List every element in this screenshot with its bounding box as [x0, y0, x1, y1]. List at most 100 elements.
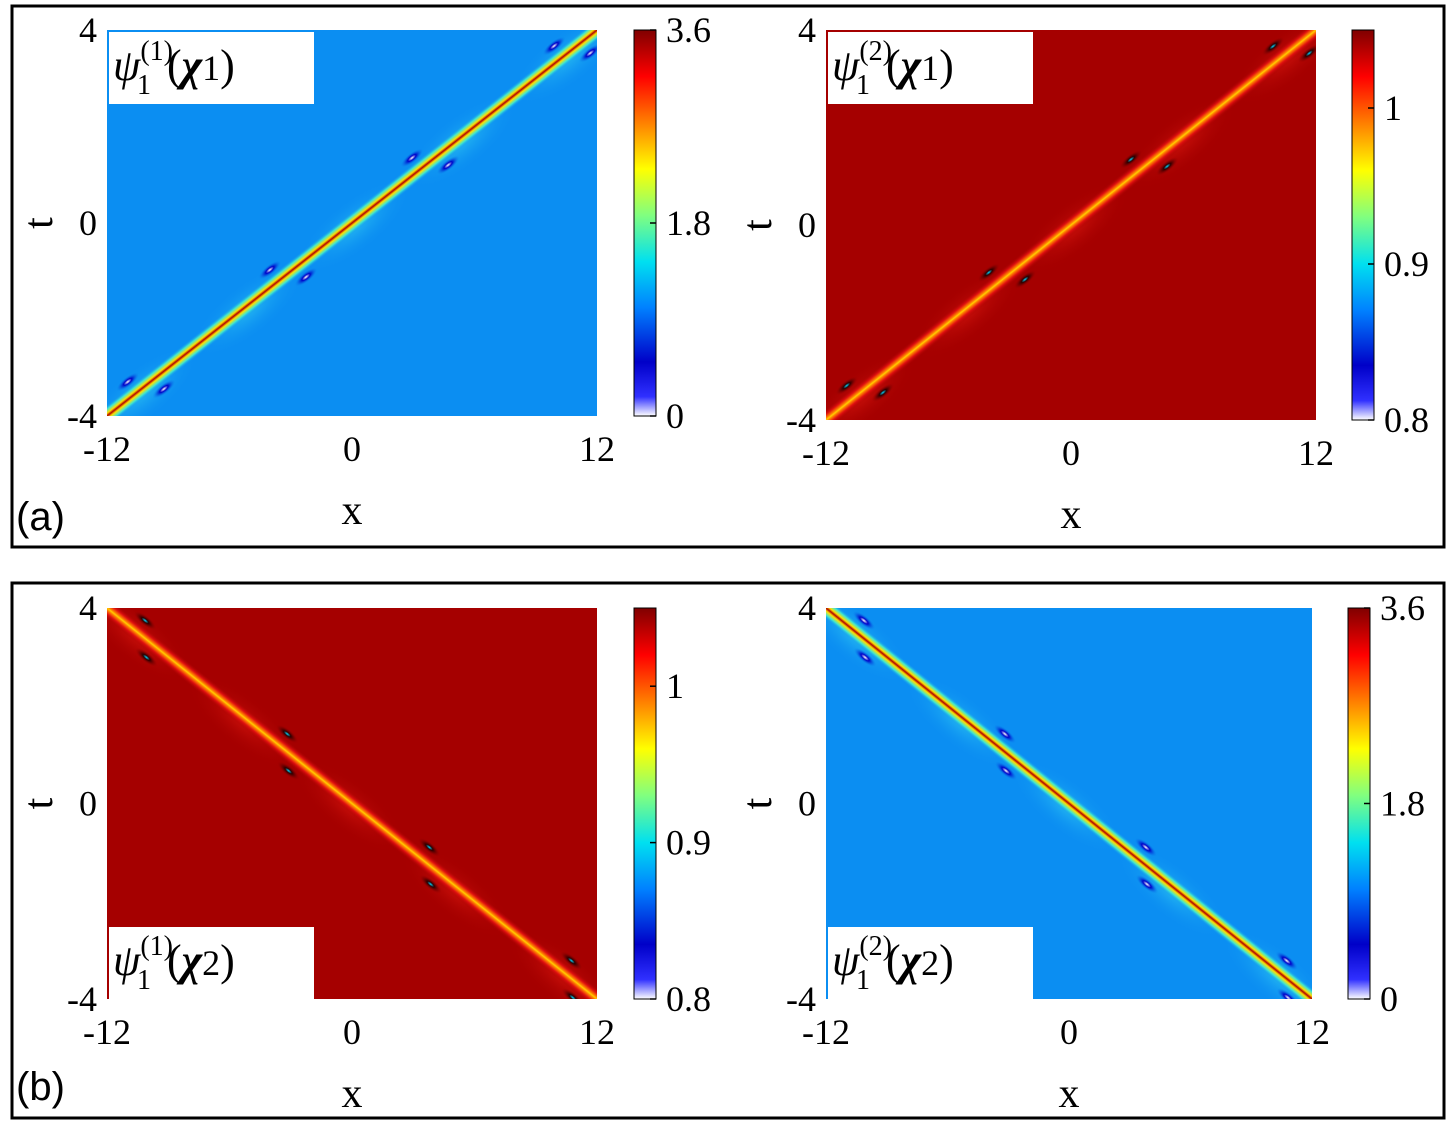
ridge-dip [436, 155, 460, 175]
ridge-dip [852, 610, 876, 631]
ridge-dip [133, 610, 157, 631]
inset-label-text: ψ(1) 1 (χ2) [113, 931, 235, 996]
ridge-band [107, 608, 597, 999]
ridge-dip [116, 372, 140, 392]
y-tick-label: -4 [786, 400, 816, 440]
inset-label-box [828, 927, 1033, 999]
colorbar-tick-label: 1.8 [1380, 784, 1425, 824]
ridge-dip [417, 837, 441, 857]
heatmap-4: -12 0 12 4 0 -4 x t ψ(2) 1 (χ2) 3.6 1.8 0 [735, 588, 1425, 1117]
x-axis-label: x [1061, 492, 1082, 538]
y-tick-label: -4 [67, 979, 97, 1019]
heatmap-2: -12 0 12 4 0 -4 x t ψ(2) 1 (χ1) 1 0.9 0.8 [735, 10, 1429, 538]
x-tick-label: 0 [1062, 433, 1080, 473]
y-tick-label: 0 [79, 784, 97, 824]
ridge-dip [578, 43, 597, 63]
panel-b-frame [10, 581, 1446, 1120]
inset-label-text: ψ(1) 1 (χ1) [113, 36, 235, 101]
ridge-dip [1155, 156, 1179, 176]
ridge-dip [871, 383, 895, 403]
ridge-group [826, 608, 1312, 999]
y-axis-label: t [735, 797, 781, 809]
x-tick-label: 12 [1294, 1012, 1330, 1052]
colorbar-tick-label: 0.8 [666, 979, 711, 1019]
colorbar-tick-label: 0.8 [1384, 400, 1429, 440]
y-tick-label: 0 [798, 784, 816, 824]
colorbar-tick-label: 0.9 [1384, 244, 1429, 284]
colorbar-tick-label: 1.8 [666, 203, 711, 243]
x-tick-label: 0 [1060, 1012, 1078, 1052]
ridge-dip [853, 647, 877, 668]
ridge-dip [561, 987, 585, 999]
ridge-band [107, 30, 597, 416]
inset-label-text: ψ(2) 1 (χ2) [832, 931, 954, 996]
colorbar-tick-label: 3.6 [666, 10, 711, 50]
colorbar-tick-label: 0.9 [666, 823, 711, 863]
ridge-dip [993, 724, 1017, 744]
x-tick-label: 12 [579, 1012, 615, 1052]
y-axis-label: t [16, 217, 62, 229]
ridge-group [826, 30, 1316, 420]
x-axis-label: x [1059, 1071, 1080, 1117]
plots: -12 0 12 4 0 -4 x t ψ(1) 1 (χ1) 3.6 1.8 0 -12 0 12 4 0 -4 x t… [16, 10, 1429, 1117]
ridge-dip [135, 647, 158, 667]
inset-label-box [109, 927, 314, 999]
heatmap-1: -12 0 12 4 0 -4 x t ψ(1) 1 (χ1) 3.6 1.8 0 [16, 10, 711, 534]
ridge-dip [275, 724, 299, 744]
panel-b-label: (b) [16, 1065, 65, 1109]
ridge-band [826, 608, 1312, 999]
inset-label: ψ(1) 1 (χ1) [109, 32, 314, 104]
inset-label-text: ψ(2) 1 (χ1) [832, 36, 954, 101]
ridge-dip [1135, 874, 1159, 894]
inset-label: ψ(1) 1 (χ2) [109, 927, 314, 999]
y-axis-label: t [735, 219, 781, 231]
y-tick-label: 0 [798, 205, 816, 245]
x-tick-label: -12 [802, 1012, 850, 1052]
y-axis-label: t [16, 797, 62, 809]
colorbar-tick-label: 1 [666, 666, 684, 706]
ridge-dip [1261, 36, 1285, 56]
y-tick-label: 4 [79, 10, 97, 50]
y-tick-label: 4 [798, 588, 816, 628]
ridge-dip [977, 262, 1001, 283]
colorbar-tick-label: 0 [666, 396, 684, 436]
inset-label-box [828, 32, 1033, 104]
colorbar-tick-label: 3.6 [1380, 588, 1425, 628]
ridge-dip [1275, 951, 1299, 971]
y-tick-label: 4 [798, 10, 816, 50]
panel-a-label: (a) [16, 495, 65, 539]
ridge-dip [560, 951, 583, 971]
colorbar [1351, 29, 1375, 421]
y-tick-label: 0 [79, 203, 97, 243]
ridge-dip [1276, 987, 1300, 999]
ridge-dip [277, 761, 300, 781]
inset-label: ψ(2) 1 (χ1) [828, 32, 1033, 104]
inset-label: ψ(2) 1 (χ2) [828, 927, 1033, 999]
ridge-dip [1134, 837, 1158, 857]
ridge-dip [1013, 269, 1037, 290]
ridge-group [107, 608, 597, 999]
ridge-dip [835, 376, 859, 396]
x-axis-label: x [342, 1071, 363, 1117]
x-tick-label: 12 [579, 429, 615, 469]
y-tick-label: 4 [79, 588, 97, 628]
ridge-dip [400, 148, 424, 168]
x-tick-label: 12 [1298, 433, 1334, 473]
x-axis-label: x [342, 488, 363, 534]
colorbar-tick-label: 1 [1384, 88, 1402, 128]
x-tick-label: 0 [343, 1012, 361, 1052]
ridge-dip [294, 267, 318, 287]
ridge-dip [1297, 43, 1316, 63]
ridge-dip [258, 260, 282, 280]
ridge-group [107, 30, 597, 416]
colorbar [633, 607, 657, 1000]
y-tick-label: -4 [67, 396, 97, 436]
x-tick-label: -12 [83, 429, 131, 469]
heatmap-3: -12 0 12 4 0 -4 x t ψ(1) 1 (χ2) 1 0.9 0.8 [16, 588, 711, 1117]
colorbar-tick-label: 0 [1380, 979, 1398, 1019]
ridge-band [826, 30, 1316, 420]
ridge-dip [419, 874, 443, 894]
ridge-dip [1119, 149, 1143, 170]
ridge-dip [542, 36, 566, 56]
